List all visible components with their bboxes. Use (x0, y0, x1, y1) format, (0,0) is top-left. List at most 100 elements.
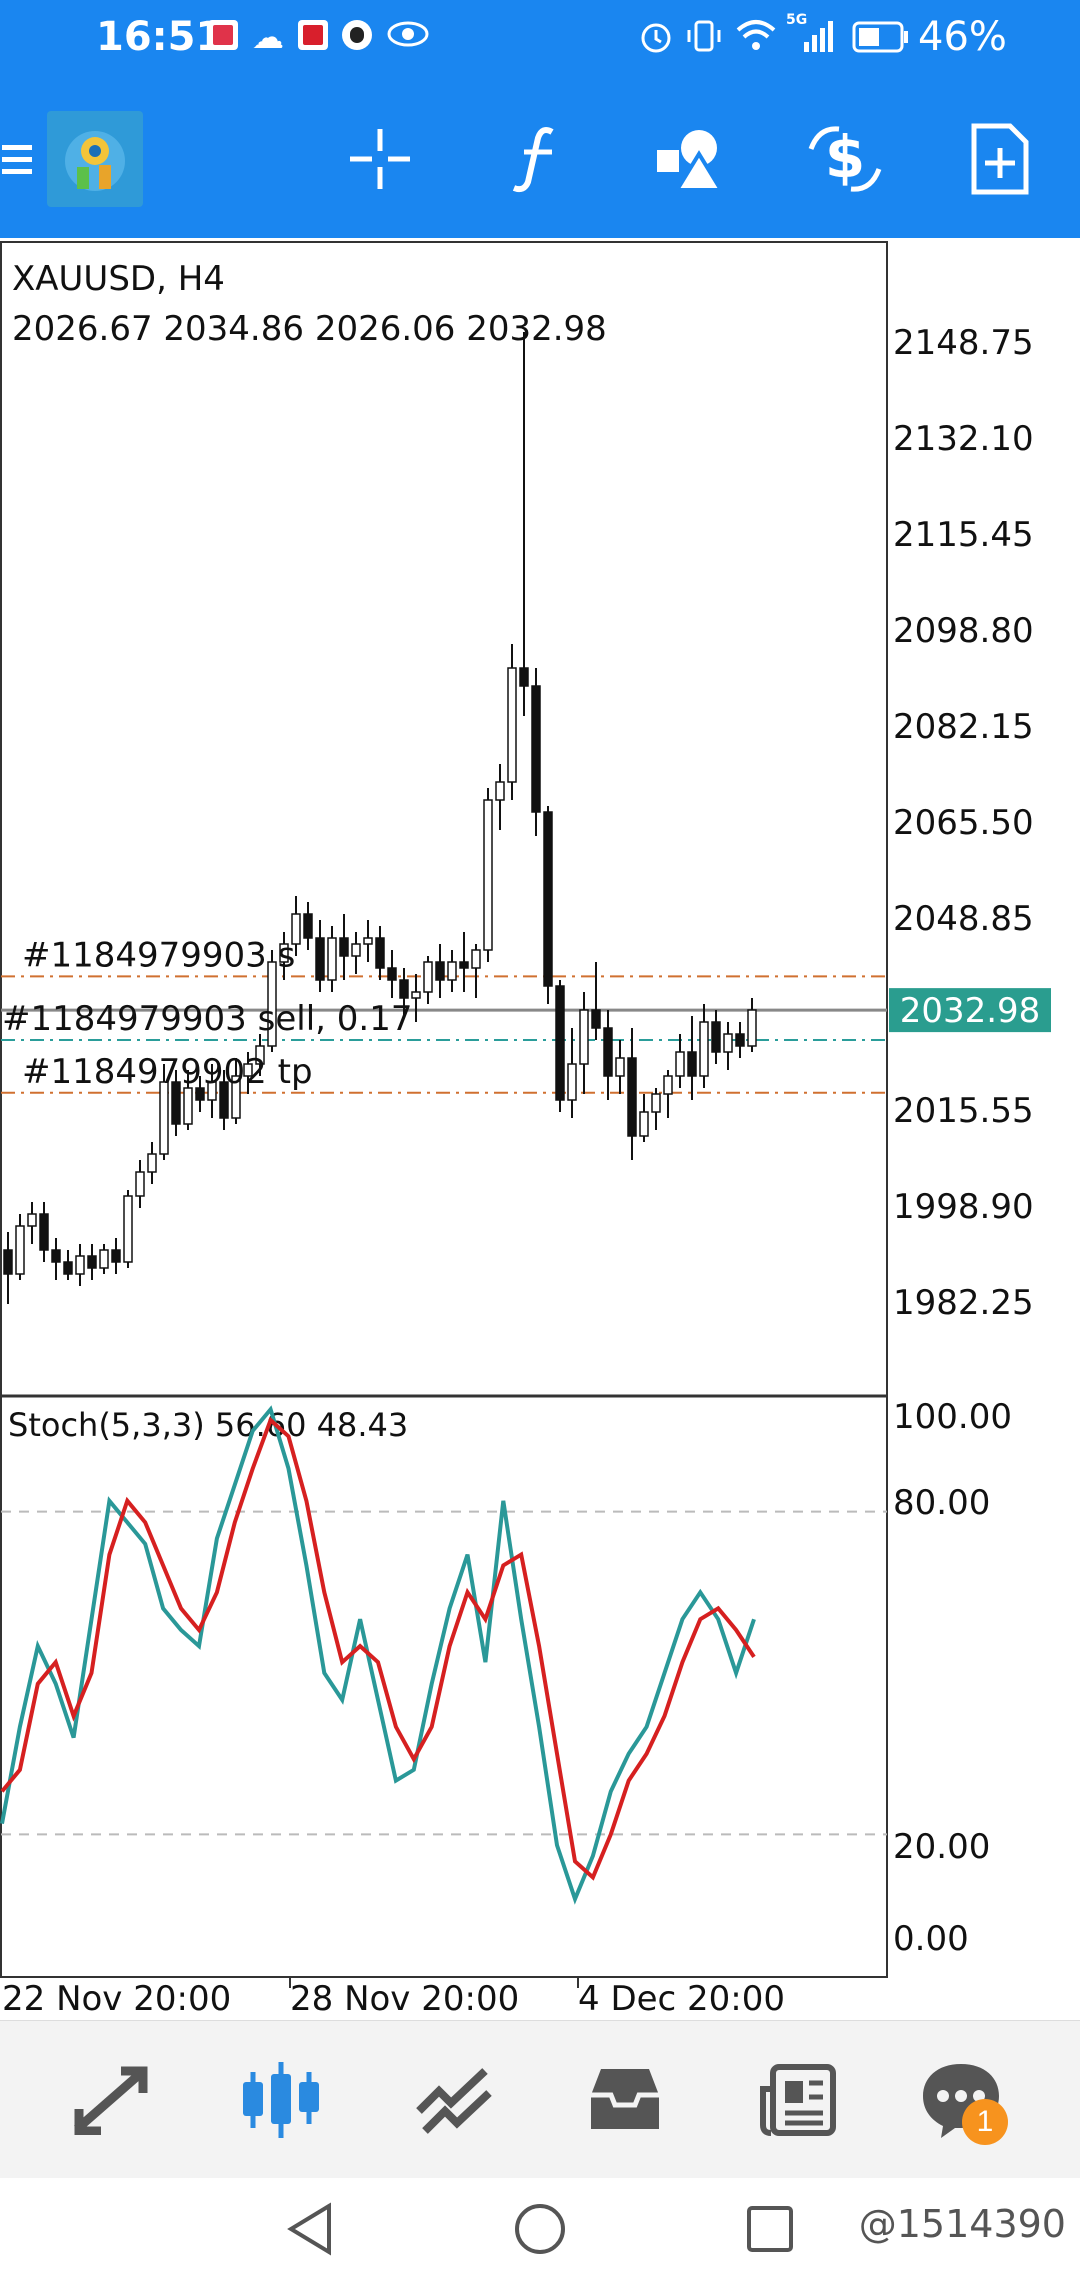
network-type: 5G (786, 12, 808, 28)
candle-body (39, 1213, 49, 1251)
order-label-sell: #1184979903 sell, 0.17 (2, 999, 412, 1039)
eye-icon (386, 16, 430, 56)
price-scale: 2148.75 2132.10 2115.45 2098.80 2082.15 … (893, 323, 1034, 1323)
price-tick: 2148.75 (893, 323, 1034, 363)
candle-body (135, 1171, 145, 1197)
menu-icon[interactable] (0, 80, 34, 238)
candle-body (219, 1081, 229, 1119)
crosshair-icon[interactable] (340, 80, 420, 238)
trade-dollar-icon[interactable]: $ (800, 80, 890, 238)
candle-body (711, 1021, 721, 1053)
candle-body (183, 1087, 193, 1125)
candle-body (579, 1009, 589, 1065)
top-toolbar: $ (0, 80, 1080, 238)
candle-body (747, 1009, 757, 1047)
candle-body (387, 967, 397, 981)
candle-body (3, 1249, 13, 1275)
candle-body (267, 961, 277, 1047)
app-logo[interactable] (46, 80, 144, 238)
stoch-tick: 20.00 (893, 1827, 990, 1867)
wechat-icon: ☁ (252, 18, 284, 56)
stoch-signal-line (0, 1416, 756, 1881)
battery-percent: 46% (918, 14, 1007, 60)
new-order-icon[interactable] (960, 80, 1040, 238)
candle-body (327, 937, 337, 981)
candle-body (531, 685, 541, 813)
recents-icon[interactable] (740, 2178, 800, 2280)
candle-body (411, 991, 421, 999)
alarm-icon (636, 16, 676, 60)
trade-icon[interactable] (380, 2021, 530, 2179)
price-tick: 1998.90 (893, 1187, 1034, 1227)
messages-badge: 1 (962, 2099, 1008, 2145)
back-icon[interactable] (280, 2178, 340, 2280)
qq-icon (342, 20, 372, 50)
candle-body (27, 1213, 37, 1227)
candle-body (459, 961, 469, 969)
candle-body (735, 1033, 745, 1047)
candle-body (63, 1261, 73, 1275)
status-time: 16:51 (96, 14, 224, 60)
bottom-navigation: 1 (0, 2020, 1080, 2179)
order-label-stop: #1184979903 s (22, 935, 295, 975)
price-tick: 2115.45 (893, 515, 1034, 555)
candle-body (507, 667, 517, 783)
signal-icon (790, 18, 836, 58)
chart-area[interactable]: XAUUSD, H4 2026.67 2034.86 2026.06 2032.… (0, 238, 1080, 2020)
candle-body (591, 1009, 601, 1029)
price-tick: 2015.55 (893, 1091, 1034, 1131)
price-tick: 2048.85 (893, 899, 1034, 939)
candle-body (603, 1027, 613, 1077)
candle-body (243, 1063, 253, 1077)
candles-group (3, 332, 757, 1304)
candle-body (423, 961, 433, 993)
battery-icon (852, 20, 910, 58)
watermark-text: @1514390 (858, 2202, 1066, 2246)
stoch-tick: 80.00 (893, 1483, 990, 1523)
chart-icon[interactable] (206, 2021, 356, 2179)
chart-canvas[interactable]: XAUUSD, H4 2026.67 2034.86 2026.06 2032.… (0, 238, 1080, 2020)
home-icon[interactable] (510, 2178, 570, 2280)
messages-icon[interactable]: 1 (886, 2021, 1036, 2179)
stoch-tick: 0.00 (893, 1919, 969, 1959)
notification-app-icon (208, 20, 238, 50)
candle-body (111, 1249, 121, 1263)
candle-body (195, 1087, 205, 1101)
stoch-main-line (0, 1405, 756, 1905)
time-label: 4 Dec 20:00 (578, 1979, 785, 2019)
objects-icon[interactable] (650, 80, 730, 238)
function-icon[interactable] (496, 80, 576, 238)
price-tick: 1982.25 (893, 1283, 1034, 1323)
candle-body (171, 1081, 181, 1125)
candle-body (339, 937, 349, 957)
quotes-icon[interactable] (36, 2021, 186, 2179)
price-tick: 2132.10 (893, 419, 1034, 459)
news-icon[interactable] (724, 2021, 874, 2179)
indicator-label: Stoch(5,3,3) 56.60 48.43 (8, 1406, 408, 1444)
candle-body (567, 1063, 577, 1101)
candle-body (51, 1249, 61, 1263)
candle-body (303, 913, 313, 939)
history-icon[interactable] (550, 2021, 700, 2179)
symbol-label: XAUUSD, H4 (12, 259, 225, 299)
price-tick: 2065.50 (893, 803, 1034, 843)
candle-body (231, 1075, 241, 1119)
notification-app-icon-2 (298, 20, 328, 50)
candle-body (87, 1255, 97, 1269)
candle-body (555, 985, 565, 1101)
candle-body (639, 1111, 649, 1137)
candle-body (519, 667, 529, 687)
svg-text:$: $ (825, 123, 865, 191)
candle-body (543, 811, 553, 987)
vibrate-icon (684, 16, 724, 60)
candle-body (363, 937, 373, 945)
candle-body (279, 943, 289, 963)
candle-body (159, 1081, 169, 1155)
candle-body (123, 1195, 133, 1263)
candle-body (291, 913, 301, 945)
stoch-tick: 100.00 (893, 1397, 1012, 1437)
candle-body (687, 1051, 697, 1077)
candle-body (207, 1081, 217, 1101)
candle-body (723, 1033, 733, 1053)
candle-body (435, 961, 445, 981)
